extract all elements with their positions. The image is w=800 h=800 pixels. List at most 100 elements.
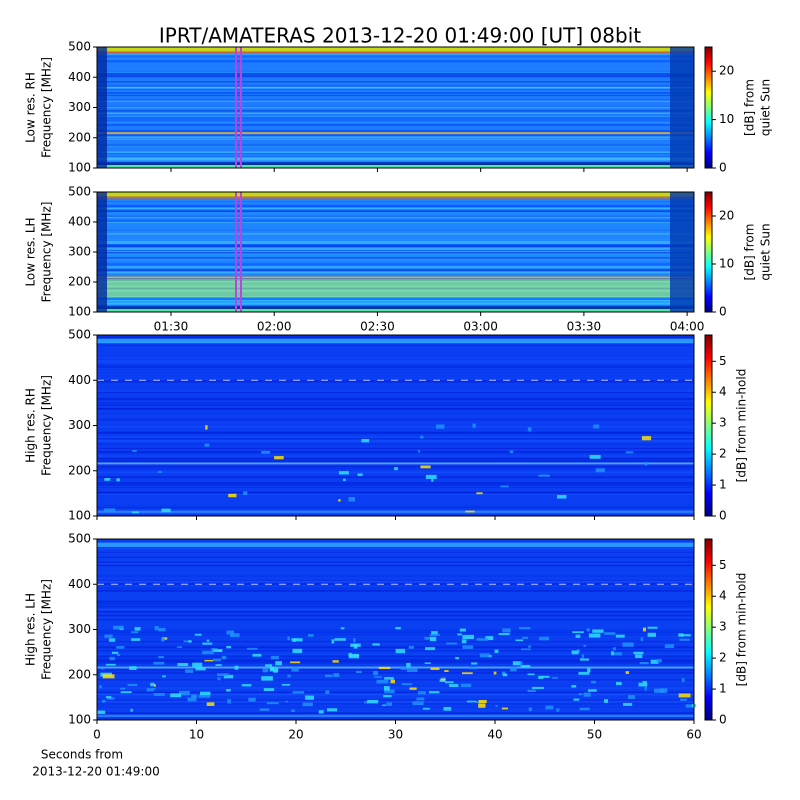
texture [587,583,594,585]
texture [274,456,284,460]
texture [615,634,625,638]
texture [251,583,258,585]
texture [181,379,188,381]
texture [97,298,694,300]
texture [579,658,589,661]
texture [616,681,622,686]
texture [386,702,393,706]
texture [633,651,644,655]
texture [353,654,360,657]
texture [650,659,659,664]
texture [681,634,691,637]
texture [100,667,105,670]
texture [383,694,392,698]
texture [97,604,694,607]
texture [104,634,113,638]
texture [157,470,162,474]
texture [487,654,492,658]
texture [97,278,694,280]
texture [234,665,239,670]
texture [489,583,496,585]
spectrogram-image [97,192,694,312]
texture [270,655,279,660]
band [97,309,694,312]
texture [97,507,694,509]
texture [226,689,231,692]
texture [97,216,694,218]
texture [97,138,694,140]
texture [462,634,474,640]
texture [97,587,694,589]
texture [158,656,164,659]
x-tick-label: 10 [189,728,204,742]
texture [97,95,694,97]
texture [290,661,301,664]
texture [401,683,413,686]
texture [191,694,198,698]
texture [97,614,694,616]
texture [97,244,694,246]
texture [97,436,694,439]
texture [302,702,313,707]
colorbar-tick-label: 2 [719,447,727,461]
texture [527,427,532,432]
texture [97,589,694,592]
texture [583,692,591,697]
texture [187,697,197,702]
texture [439,679,446,682]
texture [97,267,694,270]
texture [97,118,694,120]
texture [97,240,694,243]
x-tick-label: 04:00 [670,320,705,334]
texture [248,697,256,702]
band [97,164,694,168]
texture [671,379,678,381]
colorbar-tick-label: 1 [719,682,727,696]
colorbar-label: [dB] from min-hold [735,573,749,687]
texture [111,583,118,585]
texture [321,379,328,381]
texture [409,687,417,690]
texture [642,680,647,683]
texture [97,151,694,153]
texture [629,379,636,381]
texture [97,703,694,705]
texture [97,602,694,604]
band [97,462,694,465]
texture [97,108,694,110]
texture [97,219,694,222]
texture [479,653,490,658]
colorbar-tick-label: 0 [719,713,727,727]
texture [494,649,499,653]
texture [417,691,427,695]
texture [615,379,622,381]
texture [162,675,166,678]
texture [97,77,694,79]
texture [97,251,694,253]
texture [664,644,674,649]
texture [350,643,361,647]
texture [363,583,370,585]
texture [97,144,694,146]
texture [99,685,102,689]
texture [611,651,614,656]
texture [108,638,116,642]
texture [610,652,622,656]
texture [338,471,349,475]
texture [97,296,694,299]
texture [587,689,597,692]
y-tick-label: 200 [68,275,91,289]
texture [384,677,394,680]
texture [97,136,694,138]
texture [181,583,188,585]
texture [545,705,554,710]
texture [342,478,346,482]
texture [447,379,454,381]
texture [527,689,536,693]
y-tick-label: 300 [68,245,91,259]
texture [97,608,694,611]
texture [97,481,694,484]
texture [103,508,116,512]
texture [97,579,694,582]
y-tick-label: 500 [68,40,91,54]
